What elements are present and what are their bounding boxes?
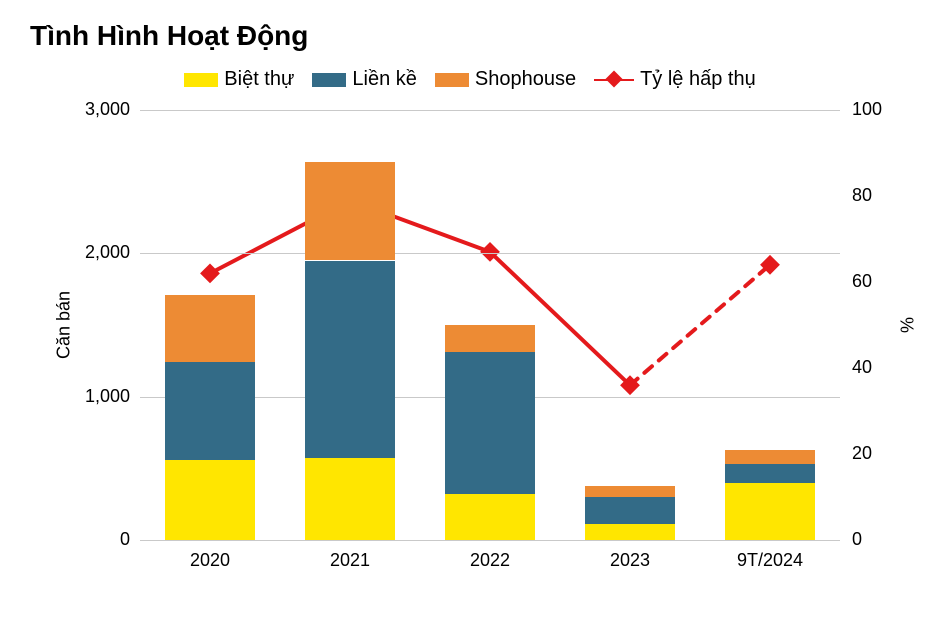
bar-seg-biet_thu (445, 494, 535, 540)
bar-seg-biet_thu (165, 460, 255, 540)
y-right-tick: 0 (852, 529, 862, 550)
bar-seg-biet_thu (725, 483, 815, 540)
legend-label-ty-le: Tỷ lệ hấp thụ (640, 68, 756, 91)
line-marker-diamond (620, 375, 640, 395)
legend-label-biet-thu: Biệt thự (224, 68, 294, 91)
legend-item-lien-ke: Liền kề (312, 68, 417, 91)
y-left-tick: 0 (70, 529, 130, 550)
y-axis-right-label: % (896, 317, 917, 333)
x-tick: 2023 (610, 550, 650, 571)
gridline (140, 540, 840, 541)
legend-label-lien-ke: Liền kề (352, 68, 417, 91)
bar-seg-shophouse (165, 295, 255, 362)
y-left-tick: 1,000 (70, 386, 130, 407)
bar-seg-lien_ke (725, 464, 815, 483)
line-segment (630, 265, 770, 385)
bar-seg-shophouse (305, 162, 395, 261)
line-marker-diamond (760, 255, 780, 275)
x-tick: 2021 (330, 550, 370, 571)
bar-seg-biet_thu (585, 524, 675, 540)
bar-seg-biet_thu (305, 458, 395, 540)
bar-seg-lien_ke (585, 497, 675, 524)
bar-seg-lien_ke (305, 261, 395, 459)
y-right-tick: 80 (852, 185, 872, 206)
bar-seg-lien_ke (165, 362, 255, 459)
x-tick: 9T/2024 (737, 550, 803, 571)
bar-seg-shophouse (445, 325, 535, 352)
y-right-tick: 60 (852, 271, 872, 292)
y-left-tick: 3,000 (70, 99, 130, 120)
x-tick: 2022 (470, 550, 510, 571)
legend-item-ty-le: Tỷ lệ hấp thụ (594, 68, 756, 91)
legend-marker-ty-le (594, 73, 634, 87)
gridline (140, 110, 840, 111)
legend: Biệt thự Liền kề Shophouse Tỷ lệ hấp thụ (0, 68, 940, 91)
line-marker-diamond (200, 264, 220, 284)
legend-swatch-lien-ke (312, 73, 346, 87)
bar-seg-shophouse (725, 450, 815, 464)
y-axis-left-label: Căn bán (54, 291, 75, 359)
legend-swatch-shophouse (435, 73, 469, 87)
y-left-tick: 2,000 (70, 242, 130, 263)
chart-container: Tình Hình Hoạt Động Biệt thự Liền kề Sho… (0, 0, 940, 620)
legend-swatch-biet-thu (184, 73, 218, 87)
legend-item-shophouse: Shophouse (435, 68, 576, 91)
y-right-tick: 100 (852, 99, 882, 120)
plot-area (140, 110, 840, 540)
x-tick: 2020 (190, 550, 230, 571)
gridline (140, 253, 840, 254)
y-right-tick: 20 (852, 443, 872, 464)
legend-item-biet-thu: Biệt thự (184, 68, 294, 91)
bar-seg-shophouse (585, 486, 675, 497)
bar-seg-lien_ke (445, 352, 535, 494)
chart-title: Tình Hình Hoạt Động (30, 20, 308, 52)
line-marker-diamond (480, 242, 500, 262)
legend-label-shophouse: Shophouse (475, 68, 576, 91)
y-right-tick: 40 (852, 357, 872, 378)
